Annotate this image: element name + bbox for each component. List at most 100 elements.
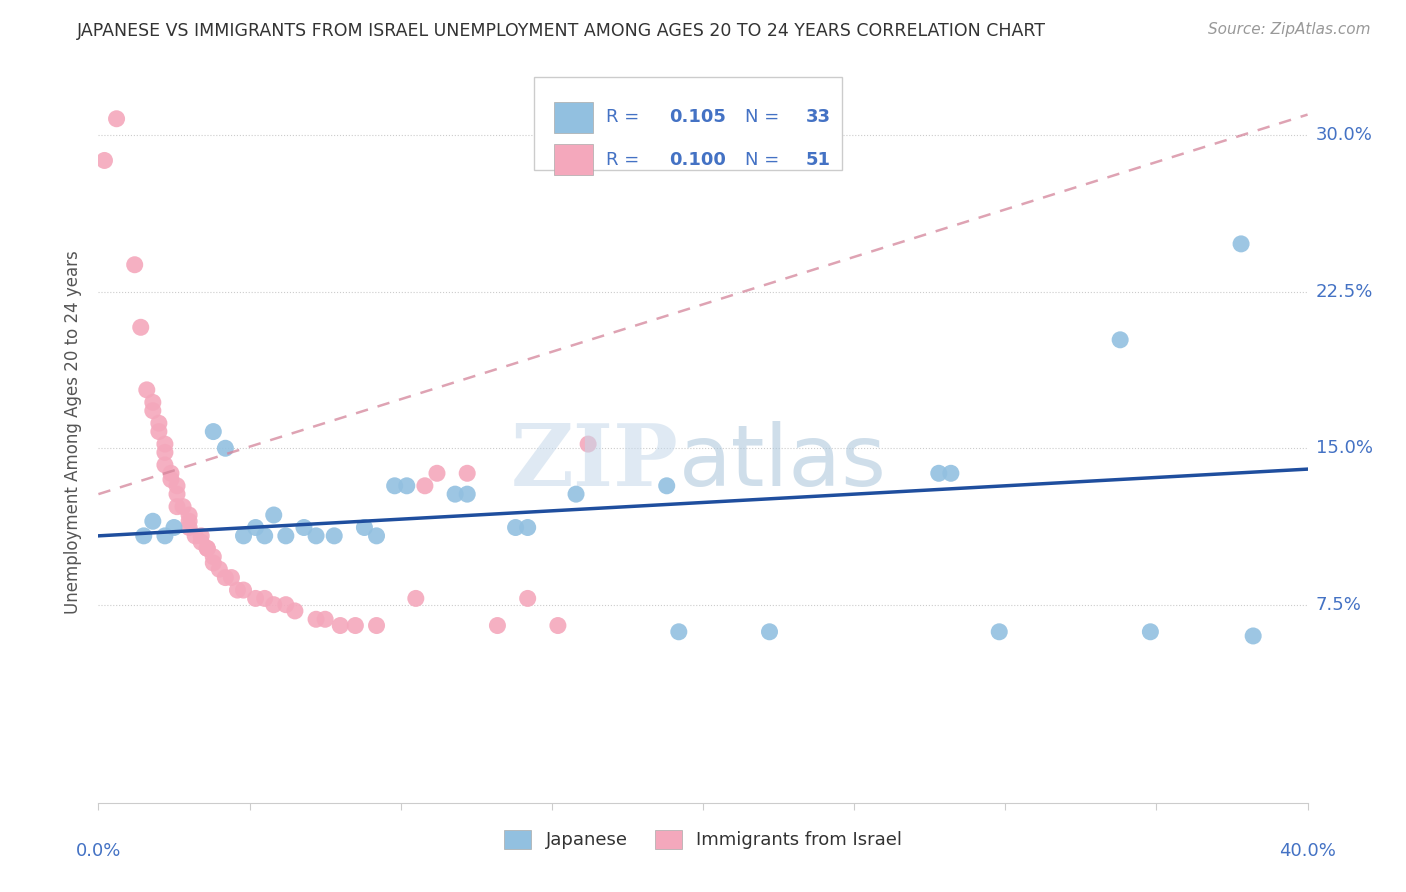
Point [1230, 236, 1253, 251]
Point [166, 479, 188, 493]
Point [153, 445, 176, 459]
Point [166, 500, 188, 514]
Point [505, 520, 527, 534]
Text: atlas: atlas [679, 421, 887, 504]
Point [516, 520, 538, 534]
Point [163, 520, 186, 534]
Point [576, 437, 599, 451]
Point [384, 479, 406, 493]
Point [323, 529, 346, 543]
Point [179, 508, 201, 522]
FancyBboxPatch shape [554, 102, 593, 133]
Point [184, 529, 207, 543]
Legend: Japanese, Immigrants from Israel: Japanese, Immigrants from Israel [496, 823, 910, 856]
Text: JAPANESE VS IMMIGRANTS FROM ISRAEL UNEMPLOYMENT AMONG AGES 20 TO 24 YEARS CORREL: JAPANESE VS IMMIGRANTS FROM ISRAEL UNEMP… [77, 22, 1046, 40]
Point [444, 487, 467, 501]
Point [292, 520, 315, 534]
Point [565, 487, 588, 501]
Point [148, 425, 170, 439]
Text: 0.100: 0.100 [669, 151, 725, 169]
Point [142, 403, 165, 417]
Text: 15.0%: 15.0% [1316, 439, 1372, 458]
Point [202, 549, 225, 564]
Text: 0.105: 0.105 [669, 108, 725, 126]
Point [202, 556, 225, 570]
Point [153, 458, 176, 472]
Point [274, 529, 297, 543]
Point [245, 520, 267, 534]
FancyBboxPatch shape [534, 78, 842, 169]
Point [153, 437, 176, 451]
Point [329, 618, 352, 632]
Point [413, 479, 436, 493]
Point [405, 591, 427, 606]
Point [516, 591, 538, 606]
Point [263, 508, 285, 522]
Point [160, 473, 183, 487]
Text: N =: N = [745, 108, 786, 126]
Point [124, 258, 146, 272]
Point [195, 541, 218, 556]
Point [305, 529, 328, 543]
Point [1109, 333, 1132, 347]
Point [988, 624, 1011, 639]
Point [263, 598, 285, 612]
Point [221, 570, 243, 584]
Text: 22.5%: 22.5% [1316, 283, 1374, 301]
Point [208, 562, 231, 576]
Text: 40.0%: 40.0% [1279, 842, 1336, 860]
FancyBboxPatch shape [554, 145, 593, 175]
Point [655, 479, 678, 493]
Text: ZIP: ZIP [510, 420, 679, 504]
Point [486, 618, 509, 632]
Point [344, 618, 367, 632]
Point [105, 112, 128, 126]
Text: 33: 33 [806, 108, 831, 126]
Point [129, 320, 152, 334]
Point [202, 425, 225, 439]
Point [284, 604, 307, 618]
Point [668, 624, 690, 639]
Text: R =: R = [606, 108, 645, 126]
Point [928, 467, 950, 481]
Point [305, 612, 328, 626]
Text: N =: N = [745, 151, 786, 169]
Text: 51: 51 [806, 151, 831, 169]
Point [274, 598, 297, 612]
Point [1139, 624, 1161, 639]
Point [353, 520, 375, 534]
Text: 7.5%: 7.5% [1316, 596, 1362, 614]
Point [179, 520, 201, 534]
Point [314, 612, 336, 626]
Point [939, 467, 962, 481]
Point [172, 500, 194, 514]
Point [132, 529, 155, 543]
Point [93, 153, 115, 168]
Point [142, 514, 165, 528]
Point [190, 535, 212, 549]
Point [366, 529, 388, 543]
Text: 30.0%: 30.0% [1316, 127, 1372, 145]
Text: 0.0%: 0.0% [76, 842, 121, 860]
Point [253, 591, 276, 606]
Point [456, 467, 478, 481]
Point [214, 442, 236, 456]
Point [148, 416, 170, 430]
Point [214, 570, 236, 584]
Point [232, 529, 254, 543]
Point [232, 583, 254, 598]
Y-axis label: Unemployment Among Ages 20 to 24 years: Unemployment Among Ages 20 to 24 years [65, 251, 83, 615]
Text: Source: ZipAtlas.com: Source: ZipAtlas.com [1208, 22, 1371, 37]
Point [245, 591, 267, 606]
Text: R =: R = [606, 151, 645, 169]
Point [166, 487, 188, 501]
Point [153, 529, 176, 543]
Point [195, 541, 218, 556]
Point [160, 467, 183, 481]
Point [366, 618, 388, 632]
Point [426, 467, 449, 481]
Point [179, 514, 201, 528]
Point [547, 618, 569, 632]
Point [395, 479, 418, 493]
Point [253, 529, 276, 543]
